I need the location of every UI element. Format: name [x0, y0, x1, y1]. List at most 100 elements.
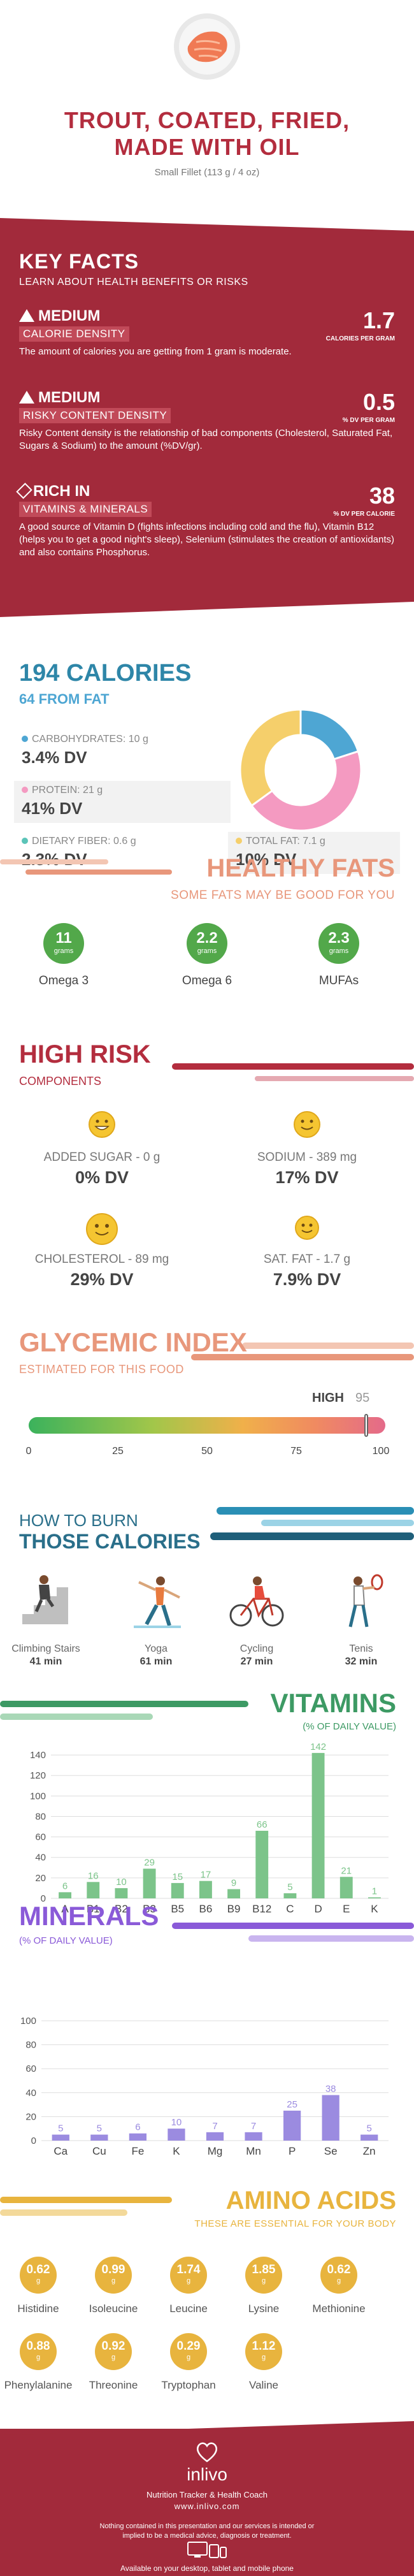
warning-icon	[19, 309, 34, 322]
brand-website[interactable]: www.inlivo.com	[174, 2501, 240, 2511]
glycemic-title: GLYCEMIC INDEX	[19, 1327, 247, 1357]
bar-A	[59, 1892, 72, 1898]
smiley-icon	[86, 1213, 118, 1245]
category-label: Cu	[92, 2145, 106, 2157]
vitamins-stripes	[0, 1701, 248, 1720]
category-label: E	[343, 1903, 350, 1915]
amino-name: Valine	[249, 2379, 278, 2391]
fact-description: A good source of Vitamin D (fights infec…	[19, 521, 395, 558]
risk-name: SODIUM - 389 mg	[257, 1151, 357, 1164]
y-tick-label: 120	[30, 1770, 46, 1781]
amino-circle: 0.62 g	[320, 2257, 357, 2294]
calorie-density-fact: MEDIUM CALORIE DENSITY 1.7 CALORIES PER …	[19, 307, 395, 358]
amino-circle: 0.99 g	[95, 2257, 132, 2294]
vitamins-bar-chart: 0204060801001201406A16B110B229B315B517B6…	[30, 1742, 389, 1915]
y-tick-label: 60	[35, 1832, 46, 1843]
activity-time: 41 min	[29, 1656, 62, 1667]
bar-B2	[115, 1888, 128, 1898]
bar-value-label: 10	[116, 1877, 127, 1888]
tennis-icon	[348, 1574, 383, 1627]
devices-icon	[187, 2542, 227, 2558]
amino-name: Methionine	[312, 2303, 366, 2315]
warning-icon	[19, 391, 34, 404]
vitamins-subtitle: (% OF DAILY VALUE)	[303, 1721, 396, 1732]
brand-tagline: Nutrition Tracker & Health Coach	[146, 2490, 268, 2500]
trout-fillet-image	[174, 13, 240, 80]
happy-face-icon	[89, 1111, 115, 1138]
fact-label: RISKY CONTENT DENSITY	[19, 408, 171, 423]
fact-value: 0.5	[362, 389, 395, 415]
bar-value-label: 9	[231, 1878, 236, 1889]
category-label: B12	[252, 1903, 271, 1915]
amino-name: Isoleucine	[89, 2303, 138, 2315]
risk-name: SAT. FAT - 1.7 g	[263, 1253, 351, 1266]
bar-Se	[322, 2095, 339, 2141]
category-label: B9	[227, 1903, 241, 1915]
key-facts-subtitle: LEARN ABOUT HEALTH BENEFITS OR RISKS	[19, 277, 248, 287]
category-label: Mn	[246, 2145, 261, 2157]
glycemic-subtitle: ESTIMATED FOR THIS FOOD	[19, 1363, 184, 1376]
amino-value: 1.85	[252, 2263, 276, 2276]
amino-circle: 0.62 g	[20, 2257, 57, 2294]
category-label: Zn	[363, 2145, 376, 2157]
footer: inlivo Nutrition Tracker & Health Coach …	[0, 2421, 414, 2576]
bar-Cu	[90, 2134, 108, 2141]
amino-value: 0.88	[26, 2340, 50, 2353]
bar-value-label: 17	[201, 1870, 211, 1881]
fact-unit: % DV PER CALORIE	[333, 511, 395, 518]
category-label: P	[289, 2145, 296, 2157]
fact-label: VITAMINS & MINERALS	[19, 502, 152, 517]
fat-value: 2.3	[328, 929, 350, 947]
bar-B1	[87, 1882, 100, 1898]
macro-dv: 41% DV	[22, 799, 83, 818]
y-tick-label: 20	[25, 2111, 36, 2122]
fat-unit: grams	[54, 947, 74, 955]
y-tick-label: 100	[30, 1791, 46, 1801]
check-icon	[16, 483, 32, 499]
healthy-fats-title: HEALTHY FATS	[206, 854, 395, 882]
amino-unit: g	[261, 2277, 266, 2285]
amino-unit: g	[186, 2354, 191, 2361]
key-facts-bottom-divider	[0, 594, 414, 620]
bar-value-label: 5	[58, 2123, 63, 2134]
bar-value-label: 7	[212, 2121, 217, 2132]
activity-name: Cycling	[239, 1643, 274, 1654]
risk-dv: 7.9% DV	[273, 1270, 341, 1289]
key-facts-title: KEY FACTS	[19, 250, 139, 273]
amino-circle: 1.12 g	[245, 2333, 282, 2370]
amino-unit: g	[336, 2277, 341, 2285]
bar-value-label: 15	[172, 1872, 183, 1882]
macro-donut-chart	[239, 708, 362, 832]
bar-value-label: 5	[97, 2123, 102, 2134]
glycemic-scale-bar	[29, 1417, 385, 1434]
amino-stripes	[0, 2197, 172, 2216]
y-tick-label: 60	[25, 2063, 36, 2074]
fact-value: 38	[369, 483, 395, 509]
glycemic-tick: 75	[290, 1446, 302, 1457]
fiber-dot	[22, 838, 28, 844]
bar-P	[283, 2111, 301, 2141]
bar-B12	[255, 1830, 269, 1898]
glycemic-value: 95	[355, 1391, 370, 1405]
title-line-2: MADE WITH OIL	[114, 134, 300, 160]
category-label: B3	[143, 1903, 156, 1915]
smiley-icon	[295, 1216, 319, 1240]
calories-from-fat: 64 FROM FAT	[19, 691, 110, 707]
fat-unit: grams	[197, 947, 217, 955]
high-risk-subtitle: COMPONENTS	[19, 1075, 102, 1088]
risk-dv: 29% DV	[70, 1270, 134, 1289]
amino-value: 1.12	[252, 2340, 276, 2353]
fact-level: MEDIUM	[38, 389, 101, 406]
donut-slice-protein	[250, 750, 362, 832]
fact-label: CALORIE DENSITY	[19, 326, 129, 342]
category-label: K	[173, 2145, 180, 2157]
bar-value-label: 5	[367, 2123, 372, 2134]
bar-value-label: 142	[310, 1742, 326, 1752]
protein-dot	[22, 787, 28, 793]
burn-title-line2: THOSE CALORIES	[19, 1530, 201, 1553]
amino-circle: 1.74 g	[170, 2257, 207, 2294]
activity-time: 61 min	[139, 1656, 173, 1667]
key-facts-divider	[0, 212, 414, 237]
amino-name: Tryptophan	[161, 2379, 216, 2391]
fat-name: MUFAs	[318, 974, 359, 987]
